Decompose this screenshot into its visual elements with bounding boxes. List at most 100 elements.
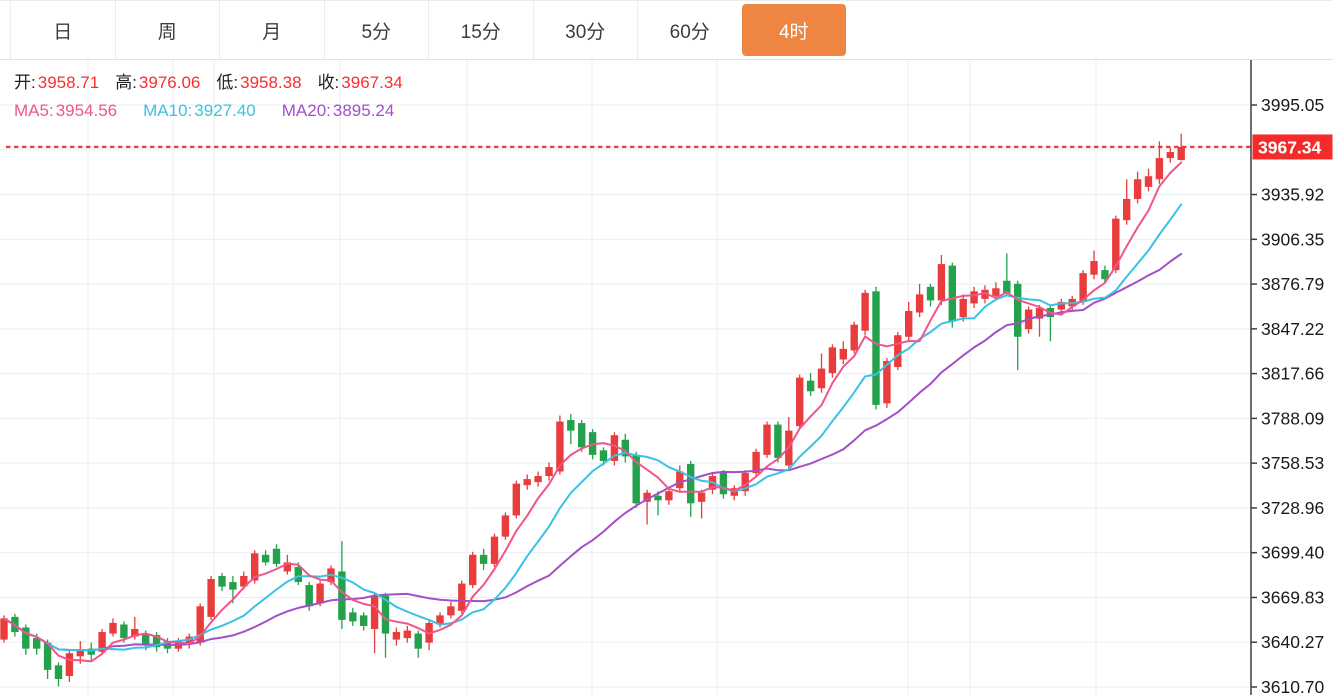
candle-down xyxy=(229,582,237,590)
y-axis-tick-label: 3935.92 xyxy=(1261,185,1324,205)
candle-up xyxy=(109,622,117,634)
candle-down xyxy=(719,473,728,495)
candle-up xyxy=(196,606,204,643)
candle-down xyxy=(654,495,662,501)
candle-up xyxy=(894,335,902,368)
candle-down xyxy=(294,566,302,583)
candle-up xyxy=(512,483,520,516)
tab-日[interactable]: 日 xyxy=(10,1,115,59)
tab-周[interactable]: 周 xyxy=(114,1,220,59)
candle-up xyxy=(937,264,946,301)
candle-down xyxy=(261,554,270,563)
candle-up xyxy=(970,291,978,304)
candle-up xyxy=(523,479,531,486)
candle-down xyxy=(578,423,586,448)
candle-down xyxy=(1014,283,1022,337)
current-price-badge xyxy=(1252,134,1333,160)
tab-60分[interactable]: 60分 xyxy=(637,1,742,59)
candle-up xyxy=(817,368,826,389)
interval-tabbar: 日周月 5分 15分 30分 60分 4时 xyxy=(0,0,1333,60)
candle-up xyxy=(392,632,401,640)
candle-down xyxy=(152,635,161,648)
candle-down xyxy=(414,633,422,649)
y-axis-tick-label: 3758.53 xyxy=(1261,453,1324,473)
y-axis-tick-label: 3640.27 xyxy=(1261,632,1324,652)
candle-down xyxy=(621,439,629,457)
candle-down xyxy=(806,380,815,392)
candle-up xyxy=(861,292,869,331)
y-axis-tick-label: 3728.96 xyxy=(1261,498,1324,518)
candle-up xyxy=(469,554,477,586)
candle-up xyxy=(1177,146,1185,161)
candle-down xyxy=(43,642,52,670)
candle-up xyxy=(207,579,215,617)
candle-up xyxy=(610,435,619,461)
candle-up xyxy=(490,536,499,564)
candle-down xyxy=(22,627,30,649)
y-axis-tick-label: 3610.70 xyxy=(1261,677,1325,695)
candle-up xyxy=(839,348,847,360)
y-axis-tick-label: 3876.79 xyxy=(1261,274,1324,294)
candle-up xyxy=(828,347,837,374)
candle-up xyxy=(676,471,684,489)
candle-up xyxy=(1112,218,1120,271)
candle-up xyxy=(697,492,706,502)
candle-down xyxy=(305,585,313,607)
candle-up xyxy=(981,289,989,299)
candle-up xyxy=(1090,261,1098,275)
candle-down xyxy=(774,424,782,458)
candle-up xyxy=(545,466,553,477)
candle-down xyxy=(272,548,281,564)
tab-5分[interactable]: 5分 xyxy=(323,1,429,59)
candle-up xyxy=(959,298,967,318)
candle-up xyxy=(1155,158,1164,180)
candle-up xyxy=(1057,301,1065,310)
candle-up xyxy=(370,595,379,630)
candle-up xyxy=(883,360,891,404)
candle-up xyxy=(403,630,411,639)
candle-up xyxy=(752,451,760,474)
candle-up xyxy=(76,650,84,657)
tab-30分[interactable]: 30分 xyxy=(532,1,638,59)
candle-up xyxy=(992,288,1000,296)
y-axis-tick-label: 3699.40 xyxy=(1261,543,1325,563)
candle-up xyxy=(283,562,292,572)
candle-down xyxy=(338,571,346,620)
candle-up xyxy=(1133,179,1142,199)
candle-down xyxy=(948,265,956,322)
candle-down xyxy=(1003,280,1011,293)
candle-down xyxy=(872,291,880,405)
candle-down xyxy=(1101,270,1109,280)
y-axis-tick-label: 3906.35 xyxy=(1261,229,1324,249)
candle-up xyxy=(763,424,771,455)
candle-up xyxy=(534,476,542,483)
candle-up xyxy=(240,576,248,587)
candle-up xyxy=(741,473,749,492)
candle-up xyxy=(796,377,804,427)
candle-up xyxy=(643,492,651,502)
candle-up xyxy=(1035,307,1044,319)
y-axis-tick-label: 3995.05 xyxy=(1261,95,1324,115)
candle-up xyxy=(905,311,913,337)
tab-月[interactable]: 月 xyxy=(219,1,324,59)
candle-up xyxy=(556,421,564,472)
candle-down xyxy=(142,633,150,646)
candle-up xyxy=(0,618,8,640)
candle-up xyxy=(251,553,259,581)
candle-up xyxy=(665,491,673,501)
candle-up xyxy=(447,606,455,616)
candle-down xyxy=(360,615,368,626)
candle-up xyxy=(850,324,858,351)
tab-15分[interactable]: 15分 xyxy=(428,1,533,59)
candle-up xyxy=(1079,273,1087,302)
tab-4时-active[interactable]: 4时 xyxy=(741,4,846,56)
candle-up xyxy=(1123,198,1131,221)
candle-up xyxy=(1166,152,1174,159)
candlestick-chart[interactable]: 3995.05 3935.92 3906.35 3876.79 3847.22 3817.… xyxy=(0,60,1333,695)
candle-up xyxy=(915,294,924,313)
candle-down xyxy=(349,612,357,622)
candlestick-chart-area[interactable]: 开: 3958.71 高: 3976.06 低: 3958.38 收: 3967… xyxy=(0,60,1333,695)
ma5-line xyxy=(3,161,1183,663)
candle-up xyxy=(65,653,74,676)
candle-up xyxy=(1144,176,1153,187)
